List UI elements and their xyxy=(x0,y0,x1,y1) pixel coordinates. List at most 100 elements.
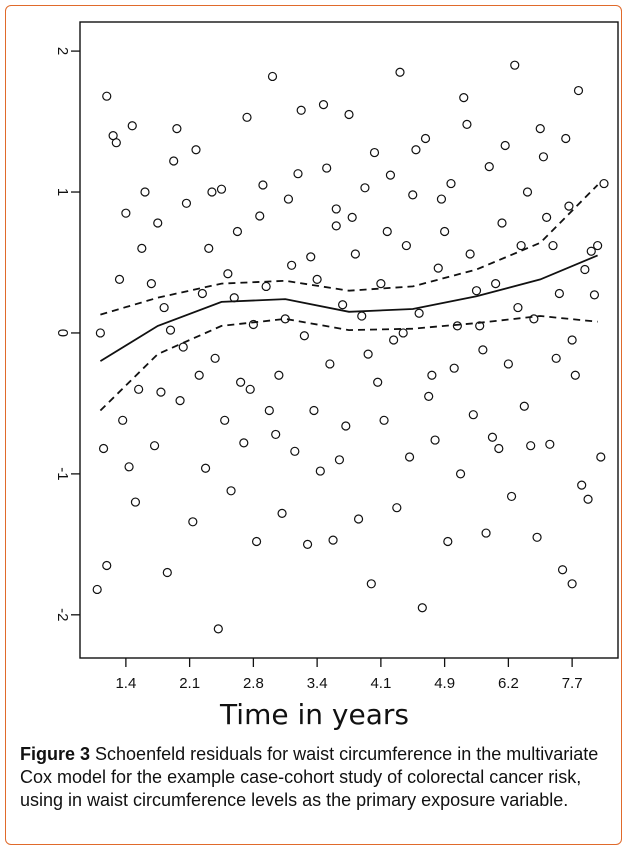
residual-point xyxy=(417,603,427,613)
residual-point xyxy=(557,565,568,575)
residual-point xyxy=(526,441,536,451)
residual-point xyxy=(424,391,434,401)
y-tick-label: 0 xyxy=(54,329,71,337)
residual-point xyxy=(573,85,584,96)
residual-point xyxy=(169,156,179,166)
residual-point xyxy=(593,240,603,251)
residual-point xyxy=(302,539,313,549)
residual-point xyxy=(245,384,255,394)
smooth-fit-line xyxy=(99,254,598,362)
residual-point xyxy=(596,452,606,462)
residual-point xyxy=(290,446,300,456)
residual-point xyxy=(545,439,555,449)
residual-point xyxy=(261,281,271,292)
residual-point xyxy=(156,387,166,397)
y-tick-label: -1 xyxy=(54,467,71,480)
residual-point xyxy=(344,109,354,120)
residual-point xyxy=(487,432,498,442)
residual-point xyxy=(98,443,109,454)
residual-point xyxy=(389,335,399,345)
residual-point xyxy=(350,249,360,259)
residual-point xyxy=(379,415,389,425)
residual-point xyxy=(353,514,364,524)
residual-point xyxy=(440,226,450,237)
residual-point xyxy=(223,269,233,279)
residual-point xyxy=(366,579,376,589)
residual-point xyxy=(503,359,513,369)
residual-point xyxy=(207,187,217,197)
residual-point xyxy=(404,452,415,462)
residual-point xyxy=(95,328,105,338)
residual-point xyxy=(532,532,542,542)
residual-point xyxy=(283,194,294,204)
residual-point xyxy=(299,331,309,341)
residual-point xyxy=(500,140,510,151)
residual-point xyxy=(197,288,207,299)
residual-point xyxy=(312,274,322,284)
residual-point xyxy=(522,187,533,197)
residual-point xyxy=(491,279,501,289)
residual-point xyxy=(137,243,147,253)
residual-point xyxy=(338,300,348,310)
figure-caption-text: Schoenfeld residuals for waist circumfer… xyxy=(20,744,599,810)
residual-point xyxy=(497,218,507,228)
residual-point xyxy=(153,218,163,228)
residual-point xyxy=(347,212,357,222)
residual-point xyxy=(561,133,571,144)
residual-point xyxy=(538,152,549,162)
plot-border xyxy=(79,21,619,659)
residual-point xyxy=(577,480,587,490)
residual-point xyxy=(519,401,529,411)
x-axis-label: Time in years xyxy=(220,698,409,731)
residual-point xyxy=(570,370,580,380)
residual-point xyxy=(108,131,118,141)
x-tick-label: 3.4 xyxy=(307,675,328,692)
plot-marks xyxy=(92,60,609,634)
residual-point xyxy=(162,567,172,578)
residual-point xyxy=(373,377,383,387)
residual-point xyxy=(554,288,564,299)
residual-point xyxy=(567,579,577,589)
residual-point xyxy=(446,178,456,189)
residual-point xyxy=(401,240,411,251)
residual-point xyxy=(551,353,561,363)
residual-point xyxy=(385,170,396,180)
residual-point xyxy=(430,435,440,445)
residual-point xyxy=(341,421,351,431)
residual-point xyxy=(382,226,392,237)
y-tick-label: 1 xyxy=(54,188,71,196)
residual-point xyxy=(216,184,227,194)
residual-point xyxy=(102,560,112,571)
residual-point xyxy=(494,443,504,454)
residual-point xyxy=(210,353,220,363)
residual-point xyxy=(427,370,437,380)
residual-point xyxy=(175,396,185,406)
confidence-band-line xyxy=(100,184,599,316)
x-tick-label: 4.1 xyxy=(370,675,391,692)
residual-point xyxy=(92,584,102,595)
residual-point xyxy=(433,263,443,273)
residual-point xyxy=(369,147,380,158)
residual-point xyxy=(213,624,223,634)
residual-point xyxy=(420,133,431,144)
residual-point xyxy=(459,92,469,103)
residual-point xyxy=(564,201,574,211)
residual-point xyxy=(149,441,160,451)
residual-point xyxy=(159,302,169,313)
residual-point xyxy=(239,438,249,448)
residual-point xyxy=(376,279,386,289)
y-tick-label: 2 xyxy=(54,47,71,55)
residual-point xyxy=(118,415,128,425)
y-tick-label: -2 xyxy=(54,608,71,621)
residual-point xyxy=(334,455,345,465)
x-tick-label: 1.4 xyxy=(115,675,136,692)
residual-point xyxy=(264,405,274,416)
residual-point xyxy=(589,290,600,300)
residual-point xyxy=(360,183,370,193)
residual-point xyxy=(567,335,577,345)
confidence-band-line xyxy=(99,315,598,412)
x-tick-label: 7.7 xyxy=(562,675,583,692)
residual-point xyxy=(274,370,284,380)
x-tick-label: 4.9 xyxy=(434,675,455,692)
residual-point xyxy=(516,240,526,251)
